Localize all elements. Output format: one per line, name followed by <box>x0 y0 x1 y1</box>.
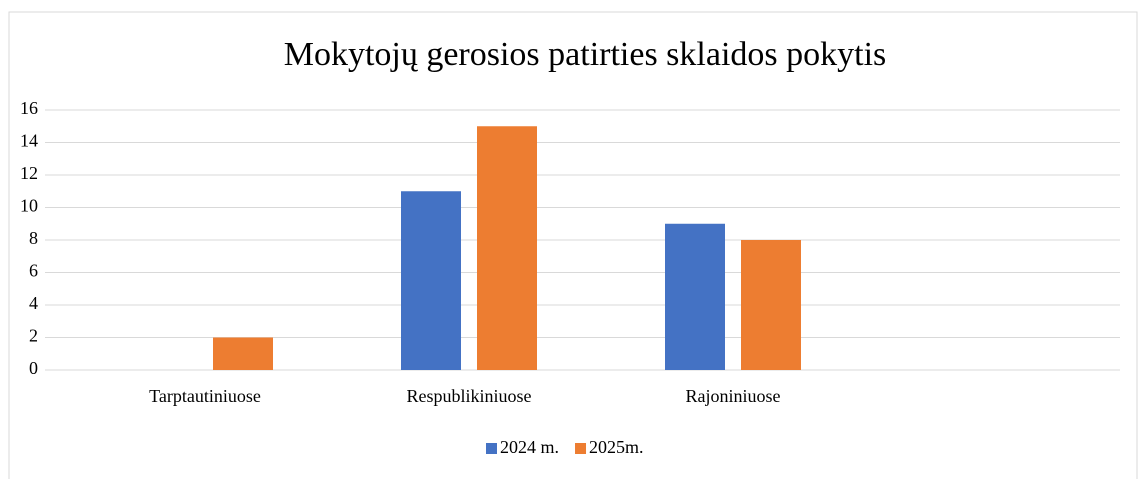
chart-frame <box>8 11 1138 479</box>
legend-swatch <box>575 443 587 454</box>
bar <box>401 191 461 370</box>
y-tick-label: 0 <box>29 358 38 378</box>
x-tick-label: Tarptautiniuose <box>149 386 261 406</box>
y-tick-label: 4 <box>29 293 38 313</box>
bar <box>477 126 537 370</box>
bar <box>741 240 801 370</box>
y-tick-label: 14 <box>20 131 38 151</box>
y-tick-label: 8 <box>29 228 38 248</box>
legend-label: 2024 m. <box>500 437 559 457</box>
legend-swatch <box>486 443 497 454</box>
chart-title: Mokytojų gerosios patirties sklaidos pok… <box>284 36 887 73</box>
bar <box>213 337 273 370</box>
legend-label: 2025m. <box>589 437 644 457</box>
y-tick-label: 6 <box>29 261 38 281</box>
x-tick-label: Respublikiniuose <box>407 386 532 406</box>
bar <box>665 223 725 370</box>
y-tick-label: 16 <box>20 98 38 118</box>
y-tick-label: 10 <box>20 196 38 216</box>
x-tick-label: Rajoniniuose <box>686 386 781 406</box>
y-tick-label: 2 <box>29 326 38 346</box>
y-tick-label: 12 <box>20 163 38 183</box>
